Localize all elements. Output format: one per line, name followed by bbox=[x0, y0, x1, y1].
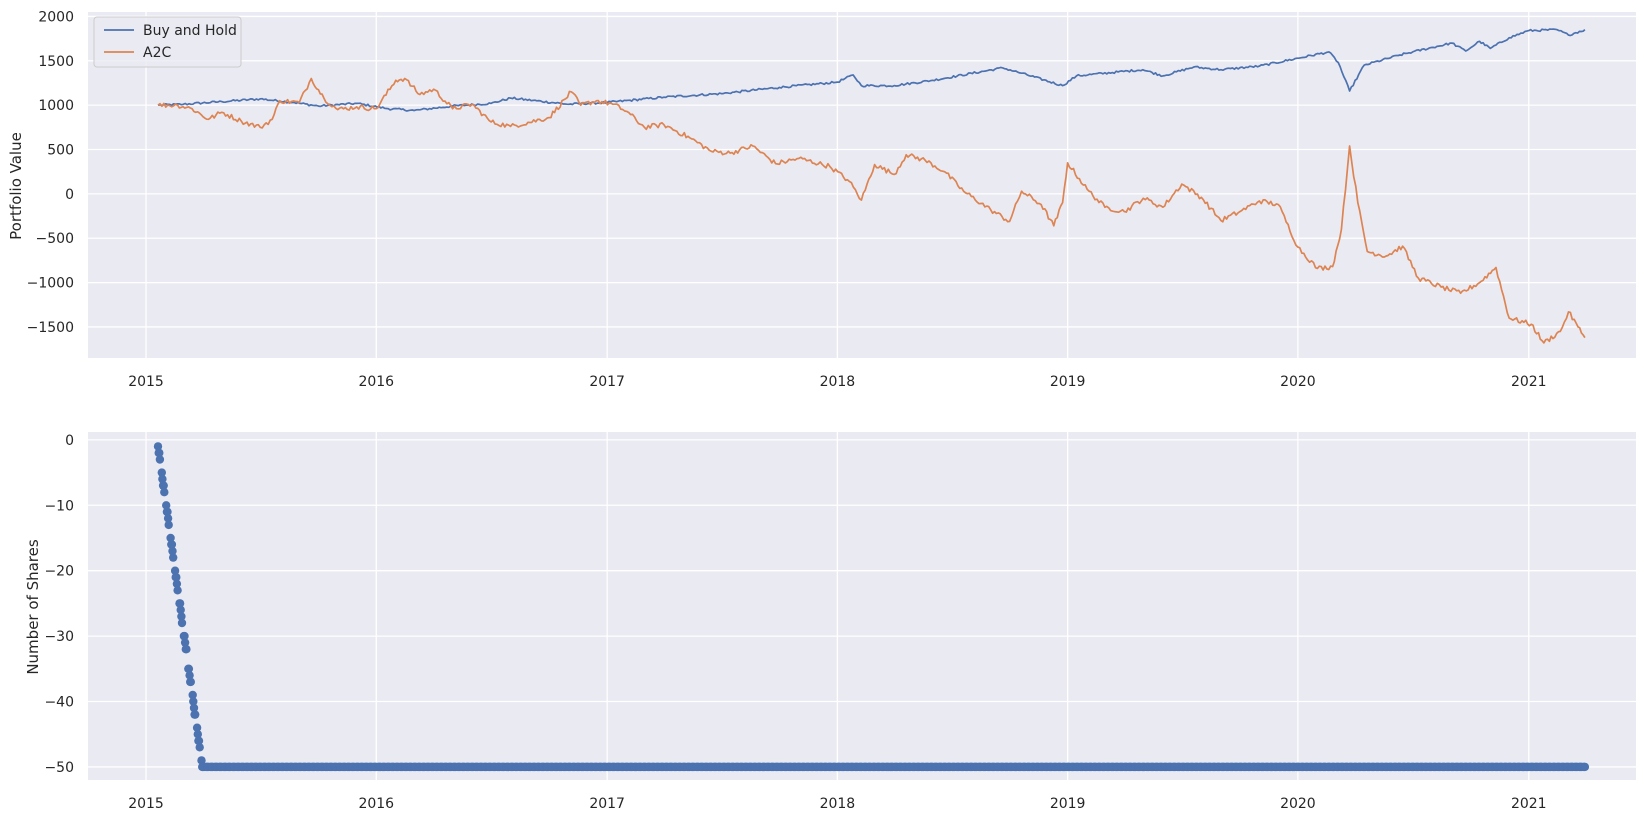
scatter-point bbox=[173, 586, 182, 595]
scatter-point bbox=[195, 743, 204, 752]
scatter-point bbox=[192, 723, 202, 732]
scatter-point bbox=[191, 710, 200, 719]
x-tick-label: 2019 bbox=[1050, 796, 1086, 812]
series-line-a2c bbox=[157, 77, 1586, 344]
top-x-tick-labels: 2015 2016 2017 2018 2019 2020 2021 bbox=[128, 374, 1546, 390]
scatter-point bbox=[197, 756, 206, 765]
legend-label-a2c: A2C bbox=[143, 45, 171, 61]
scatter-point bbox=[176, 605, 185, 615]
y-tick-label: −50 bbox=[44, 760, 74, 776]
x-tick-label: 2021 bbox=[1511, 796, 1547, 812]
x-tick-label: 2015 bbox=[128, 796, 164, 812]
scatter-point bbox=[185, 671, 194, 680]
y-tick-label: −10 bbox=[44, 498, 74, 514]
scatter-point bbox=[194, 736, 204, 745]
scatter-point bbox=[172, 579, 182, 588]
scatter-point bbox=[169, 553, 178, 562]
x-tick-label: 2019 bbox=[1050, 374, 1086, 390]
x-tick-label: 2020 bbox=[1280, 374, 1316, 390]
scatter-point bbox=[177, 612, 186, 621]
top-y-tick-labels: 2000 1500 1000 500 0 −500 −1000 −1500 bbox=[27, 9, 74, 336]
scatter-point bbox=[162, 501, 171, 510]
top-gridlines bbox=[88, 12, 1636, 358]
scatter-point bbox=[163, 514, 173, 523]
scatter-point bbox=[170, 566, 180, 575]
scatter-point bbox=[193, 730, 202, 739]
bottom-gridlines bbox=[88, 432, 1636, 780]
y-tick-label: −1500 bbox=[27, 320, 74, 336]
scatter-point bbox=[155, 455, 165, 464]
scatter-point bbox=[167, 540, 177, 549]
number-of-shares-axes: 0 −10 −20 −30 −40 −50 2015 2016 2017 2018 2019 202… bbox=[24, 432, 1636, 812]
series-line-buy-and-hold bbox=[157, 28, 1586, 112]
top-series-lines bbox=[157, 28, 1586, 344]
legend-label-buy-and-hold: Buy and Hold bbox=[143, 23, 237, 39]
x-tick-label: 2018 bbox=[820, 374, 856, 390]
y-tick-label: 0 bbox=[65, 187, 74, 203]
scatter-point bbox=[159, 481, 168, 490]
legend: Buy and Hold A2C bbox=[93, 16, 242, 68]
scatter-point bbox=[168, 546, 177, 556]
scatter-point bbox=[180, 638, 190, 647]
y-tick-label: 0 bbox=[65, 433, 74, 449]
scatter-point bbox=[188, 690, 197, 700]
bottom-y-axis-label: Number of Shares bbox=[24, 539, 42, 675]
x-tick-label: 2020 bbox=[1280, 796, 1316, 812]
scatter-point bbox=[160, 488, 169, 497]
y-tick-label: 1000 bbox=[38, 98, 74, 114]
y-tick-label: 500 bbox=[47, 143, 74, 159]
scatter-point bbox=[172, 573, 181, 582]
scatter-point bbox=[189, 703, 199, 713]
x-tick-label: 2016 bbox=[358, 374, 394, 390]
top-plot-area bbox=[88, 12, 1636, 358]
x-tick-label: 2015 bbox=[128, 374, 164, 390]
scatter-point bbox=[153, 442, 163, 451]
x-tick-label: 2018 bbox=[820, 796, 856, 812]
scatter-point bbox=[157, 468, 166, 477]
bottom-y-tick-labels: 0 −10 −20 −30 −40 −50 bbox=[44, 433, 74, 776]
x-tick-label: 2017 bbox=[589, 796, 625, 812]
scatter-point bbox=[1580, 762, 1590, 772]
bottom-scatter-points bbox=[153, 442, 1590, 772]
y-tick-label: 2000 bbox=[38, 9, 74, 25]
scatter-point bbox=[177, 618, 187, 628]
bottom-plot-area bbox=[88, 432, 1636, 780]
y-tick-label: −1000 bbox=[27, 276, 74, 292]
y-tick-label: −30 bbox=[44, 629, 74, 645]
scatter-point bbox=[166, 533, 175, 543]
scatter-point bbox=[163, 507, 172, 516]
scatter-point bbox=[158, 474, 167, 484]
x-tick-label: 2017 bbox=[589, 374, 625, 390]
y-tick-label: −40 bbox=[44, 695, 74, 711]
scatter-point bbox=[186, 677, 195, 687]
top-y-axis-label: Portfolio Value bbox=[7, 132, 25, 240]
scatter-point bbox=[180, 631, 189, 641]
scatter-point bbox=[182, 645, 191, 654]
x-tick-label: 2016 bbox=[358, 796, 394, 812]
x-tick-label: 2021 bbox=[1511, 374, 1547, 390]
scatter-point bbox=[175, 599, 185, 608]
y-tick-label: −20 bbox=[44, 564, 74, 580]
scatter-point bbox=[164, 520, 173, 530]
scatter-point bbox=[155, 448, 164, 458]
bottom-x-tick-labels: 2015 2016 2017 2018 2019 2020 2021 bbox=[128, 796, 1546, 812]
scatter-point bbox=[184, 664, 194, 673]
y-tick-label: −500 bbox=[36, 231, 74, 247]
scatter-point bbox=[189, 697, 198, 706]
y-tick-label: 1500 bbox=[38, 54, 74, 70]
